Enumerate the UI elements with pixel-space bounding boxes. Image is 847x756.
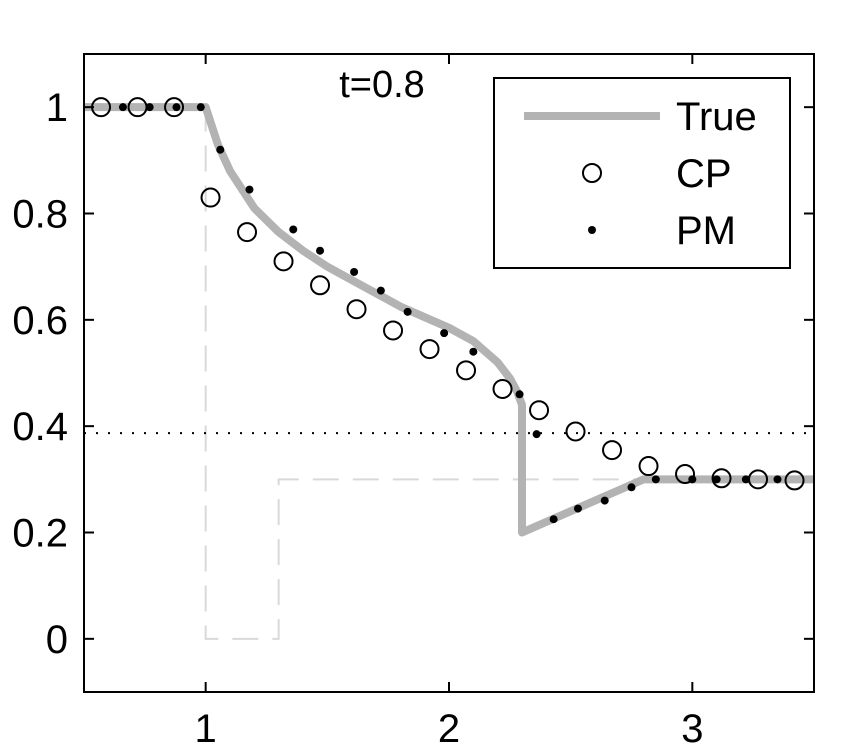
cp-point [602,440,623,461]
cp-point [456,360,477,381]
pm-point [600,496,609,505]
pm-point [316,246,325,255]
pm-point [532,430,541,439]
cp-point [675,464,696,485]
pm-point [350,267,359,276]
pm-point [245,185,254,194]
curves-layer [84,103,814,640]
pm-point [289,225,298,234]
y-tick-label: 0.4 [12,405,68,449]
pm-point [773,475,782,484]
pm-point [172,103,181,112]
pm-point [712,475,721,484]
cp-point [164,97,185,118]
pm-point [515,390,524,399]
markers-layer [91,97,805,524]
pm-point [573,504,582,513]
cp-point [638,456,659,477]
legend-swatch-cp [582,163,602,183]
legend-label-pm: PM [676,209,736,253]
cp-point [492,378,513,399]
x-tick-label: 2 [438,707,460,751]
pm-point [469,347,478,356]
time-annotation: t=0.8 [339,64,425,106]
cp-point [200,187,221,208]
legend: True CP PM [493,77,791,269]
series-true-line [84,103,814,537]
pm-point [741,475,750,484]
pm-point [216,145,225,154]
y-tick-label: 0 [46,618,68,662]
cp-point [383,320,404,341]
cp-point [346,299,367,320]
legend-swatch-pm [588,226,596,234]
axes-layer: 1 2 3 0 0.2 0.4 0.6 0.8 1 [12,53,815,751]
x-tick-label: 3 [681,707,703,751]
y-tick-label: 1 [46,86,68,130]
cp-point [310,275,331,296]
cp-point [529,400,550,421]
pm-point [651,475,660,484]
pm-point [440,329,449,338]
y-tick-label: 0.6 [12,299,68,343]
pm-point [403,307,412,316]
pm-point [549,515,558,524]
cp-point [419,339,440,360]
x-tick-label: 1 [195,707,217,751]
pm-point [145,103,154,112]
pm-point [196,103,205,112]
cp-point [237,222,258,243]
cp-point [711,468,732,489]
pm-point [118,103,127,112]
cp-point [273,251,294,272]
cp-point [565,421,586,442]
y-tick-label: 0.2 [12,512,68,556]
y-tick-label: 0.8 [12,193,68,237]
cp-point [784,470,805,491]
legend-label-true: True [676,95,757,139]
pm-point [627,483,636,492]
pm-point [688,475,697,484]
legend-label-cp: CP [676,152,732,196]
legend-box [493,77,791,269]
pm-point [376,286,385,295]
